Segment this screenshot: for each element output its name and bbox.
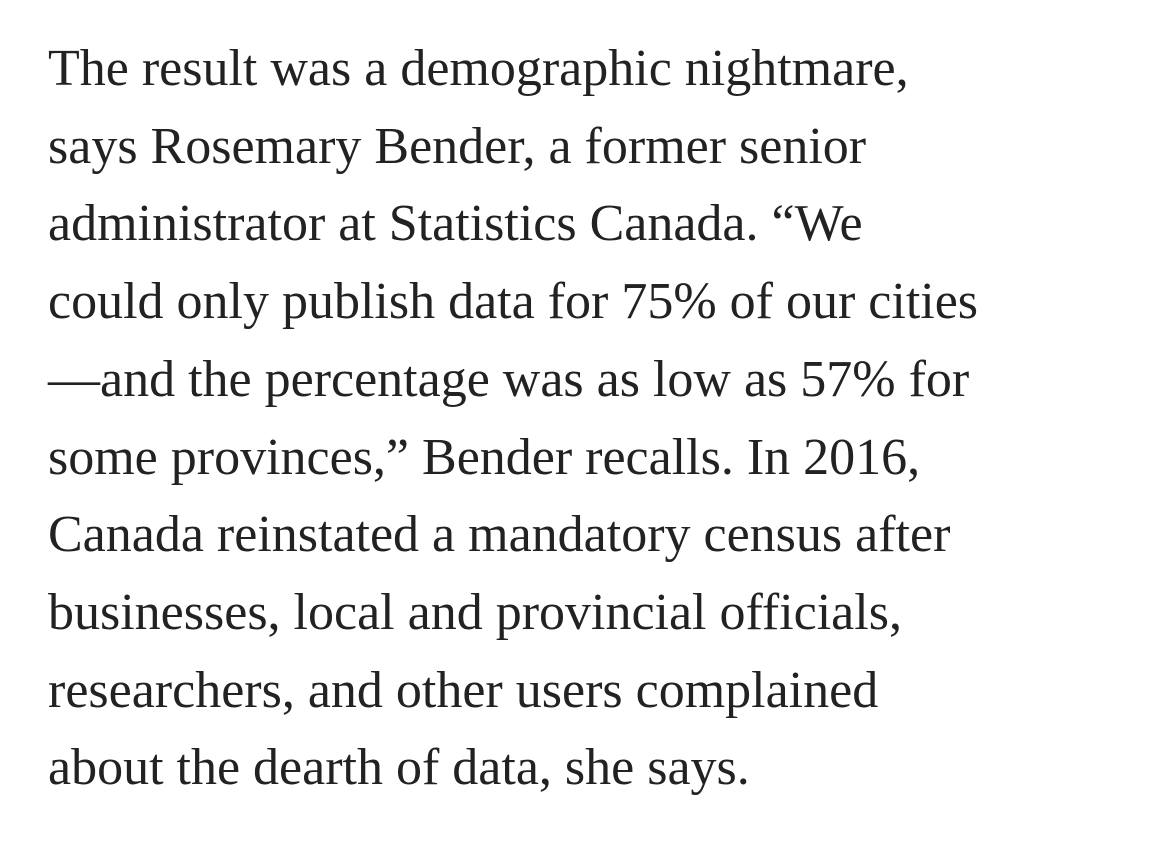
paragraph-line: could only publish data for 75% of our c… [48, 273, 979, 331]
paragraph-line: about the dearth of data, she says. [48, 739, 750, 797]
paragraph-line: administrator at Statistics Canada. “We [48, 195, 863, 253]
paragraph-line: The result was a demographic nightmare, [48, 40, 909, 97]
paragraph-line: Canada reinstated a mandatory census aft… [48, 506, 951, 564]
article-paragraph: The result was a demographic nightmare, … [48, 30, 978, 807]
paragraph-line: researchers, and other users complained [48, 661, 879, 719]
paragraph-line: says Rosemary Bender, a former senior [48, 117, 867, 175]
paragraph-line: —and the percentage was as low as 57% fo… [48, 350, 970, 408]
paragraph-line: businesses, local and provincial officia… [48, 583, 902, 641]
paragraph-line: some provinces,” Bender recalls. In 2016… [48, 428, 921, 486]
